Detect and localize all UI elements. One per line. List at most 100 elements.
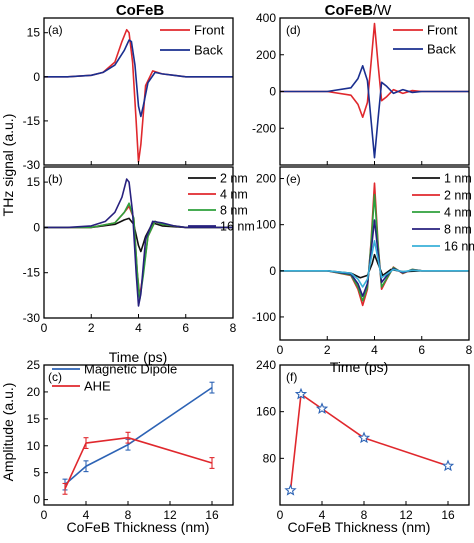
series-line-16-nm [280,240,469,288]
panel-d: -200 0 200 400 (d) Front Back [252,11,470,166]
series-line-8-nm [280,219,469,297]
legend-label-2-nm: 2 nm [220,172,248,186]
series-line-2-nm [44,217,233,253]
y-tick-label: 0 [33,493,40,507]
y-tick-label: 0 [269,264,276,278]
y-tick-label: 20 [27,385,41,399]
legend-label-ahe: AHE [84,379,111,394]
series-line-4-nm [280,193,469,302]
y-tick-label: -15 [23,114,41,128]
legend-label-front: Front [194,23,225,38]
y-tick-label: 200 [256,172,276,186]
series-line-front [280,22,469,119]
y-axis-label-thz: THz signal (a.u.) [0,114,16,217]
legend-label-8-nm: 8 nm [220,204,248,218]
panel-label: (b) [48,172,63,186]
y-tick-label: 15 [27,412,41,426]
y-tick-label: 15 [27,26,41,40]
x-tick-label: 4 [135,321,142,335]
panel-a: 15 0 -15 -30 (a) Front Back [23,17,234,172]
series-line-back [44,39,233,118]
series-line-ahe [64,436,213,490]
column-title-right-suffix: /W [373,2,392,19]
series-layer [280,22,469,159]
x-axis-label-thickness-right: CoFeB Thickness (nm) [288,519,431,535]
series-line-back [280,64,469,159]
x-tick-label: 6 [418,343,425,357]
y-tick-label: 0 [33,220,40,234]
y-tick-label: 200 [256,48,276,62]
legend: Front Back [160,23,225,58]
legend-label-8-nm: 8 nm [444,223,472,237]
legend-label-back: Back [194,43,223,58]
plot-frame [43,364,234,506]
legend-label-magnetic-dipole: Magnetic Dipole [84,362,177,377]
y-tick-label: 10 [27,439,41,453]
x-tick-label: 8 [230,321,237,335]
y-tick-label: 400 [256,11,276,25]
y-tick-label: -30 [23,311,41,325]
panel-label: (a) [48,23,63,37]
x-axis-label-thickness-left: CoFeB Thickness (nm) [67,519,210,535]
series-layer [44,28,233,163]
legend-label-front: Front [427,23,458,38]
x-tick-label: 2 [324,343,331,357]
star-marker [284,483,297,496]
legend-label-2-nm: 2 nm [444,189,472,203]
star-marker [294,387,308,400]
x-tick-label: 0 [41,508,48,522]
x-tick-label: 12 [163,508,177,522]
x-tick-label: 0 [41,321,48,335]
x-tick-label: 0 [277,343,284,357]
column-title-right: CoFeB/W [325,2,393,19]
y-tick-label: -30 [23,158,41,172]
x-tick-label: 8 [361,508,368,522]
star-marker [441,459,455,472]
series-layer [44,178,233,307]
panel-c: 0 5 10 15 20 25 0 4 8 12 16 (c) Magnetic Dipole AHE [27,358,234,522]
y-tick-label: 0 [33,70,40,84]
legend-label-back: Back [427,42,456,57]
panel-label: (f) [286,370,297,384]
series-line-16-nm [44,178,233,307]
series-line-magnetic-dipole [64,386,213,486]
panel-e: 200 100 0 -100 0 2 4 6 8 (e) 1 nm 2 nm 4 nm 8 nm 16 nm [252,166,474,357]
x-axis-label-time-left: Time (ps) [109,349,168,365]
panel-f: 80 160 240 0 4 8 12 16 (f) [256,358,470,522]
legend: 1 nm 2 nm 4 nm 8 nm 16 nm [412,172,474,254]
x-tick-label: 4 [371,343,378,357]
y-tick-label: 25 [27,358,41,372]
series-layer [62,381,215,495]
star-marker [315,402,329,414]
y-tick-label: 5 [33,466,40,480]
panel-label: (c) [48,370,62,384]
column-title-right-main: CoFeB [325,2,374,19]
plot-frame [43,17,234,166]
series-line-series-1 [289,393,449,491]
legend-label-16-nm: 16 nm [444,240,474,254]
y-tick-label: 0 [269,85,276,99]
plot-frame [279,364,470,506]
star-marker [357,431,371,444]
y-tick-label: -200 [252,121,276,135]
legend: Front Back [393,23,458,57]
x-tick-label: 0 [277,508,284,522]
y-tick-label: 15 [27,175,41,189]
x-axis-label-time-right: Time (ps) [330,359,389,375]
x-tick-label: 16 [205,508,219,522]
y-tick-label: 80 [263,451,277,465]
legend-label-4-nm: 4 nm [220,188,248,202]
x-tick-label: 12 [399,508,413,522]
legend: Magnetic Dipole AHE [52,362,177,394]
series-line-1-nm [280,253,469,279]
panel-label: (d) [286,23,301,37]
y-axis-label-amplitude: Amplitude (a.u.) [0,383,16,482]
x-tick-label: 4 [319,508,326,522]
x-tick-label: 6 [182,321,189,335]
series-layer [280,182,469,307]
legend-label-16-nm: 16 nm [220,220,255,234]
x-tick-label: 16 [441,508,455,522]
legend-label-4-nm: 4 nm [444,206,472,220]
